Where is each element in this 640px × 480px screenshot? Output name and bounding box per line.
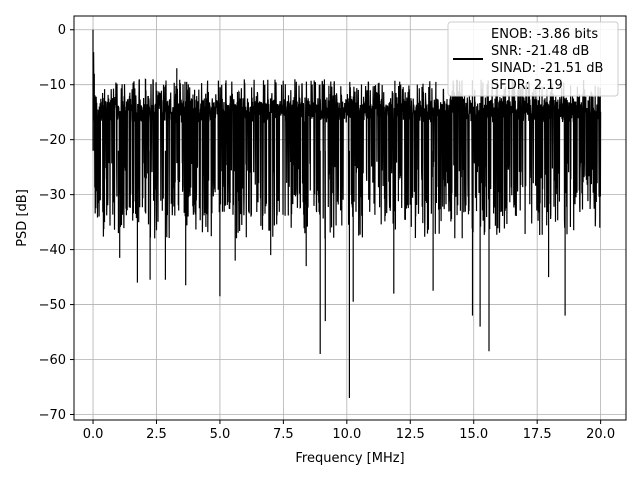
legend-entry-line-2: SNR: -21.48 dB xyxy=(491,44,589,59)
axes-frame xyxy=(73,15,627,421)
x-tick-label: 0.0 xyxy=(83,427,104,442)
x-axis-label: Frequency [MHz] xyxy=(295,451,404,466)
psd-series-group xyxy=(92,29,602,398)
x-tick-label: 12.5 xyxy=(396,427,425,442)
x-tick-label: 10.0 xyxy=(332,427,361,442)
legend-entry-line-3: SINAD: -21.51 dB xyxy=(491,61,603,76)
y-tick-label: −60 xyxy=(39,353,66,368)
y-axis-label: PSD [dB] xyxy=(15,189,30,247)
x-tick-label: 5.0 xyxy=(210,427,231,442)
y-tick-label: −30 xyxy=(39,188,66,203)
x-tick-label: 20.0 xyxy=(586,427,615,442)
legend: ENOB: -3.86 bits SNR: -21.48 dB SINAD: -… xyxy=(447,21,619,97)
x-tick-label: 17.5 xyxy=(523,427,552,442)
legend-entry-line-4: SFDR: 2.19 xyxy=(491,78,563,93)
y-tick-label: 0 xyxy=(58,23,66,38)
legend-entry-line-1: ENOB: -3.86 bits xyxy=(491,27,598,42)
x-axis-ticks: 0.0 2.5 5.0 7.5 10.0 12.5 15.0 17.5 20.0 xyxy=(83,420,615,442)
y-tick-label: −50 xyxy=(39,298,66,313)
y-tick-label: −40 xyxy=(39,243,66,258)
legend-box xyxy=(447,21,619,97)
x-tick-label: 2.5 xyxy=(146,427,167,442)
x-tick-label: 15.0 xyxy=(459,427,488,442)
y-tick-label: −10 xyxy=(39,78,66,93)
x-tick-label: 7.5 xyxy=(273,427,294,442)
y-axis-ticks: 0 −10 −20 −30 −40 −50 −60 −70 xyxy=(39,23,74,423)
psd-series-line xyxy=(92,29,602,398)
y-tick-label: −70 xyxy=(39,408,66,423)
y-tick-label: −20 xyxy=(39,133,66,148)
